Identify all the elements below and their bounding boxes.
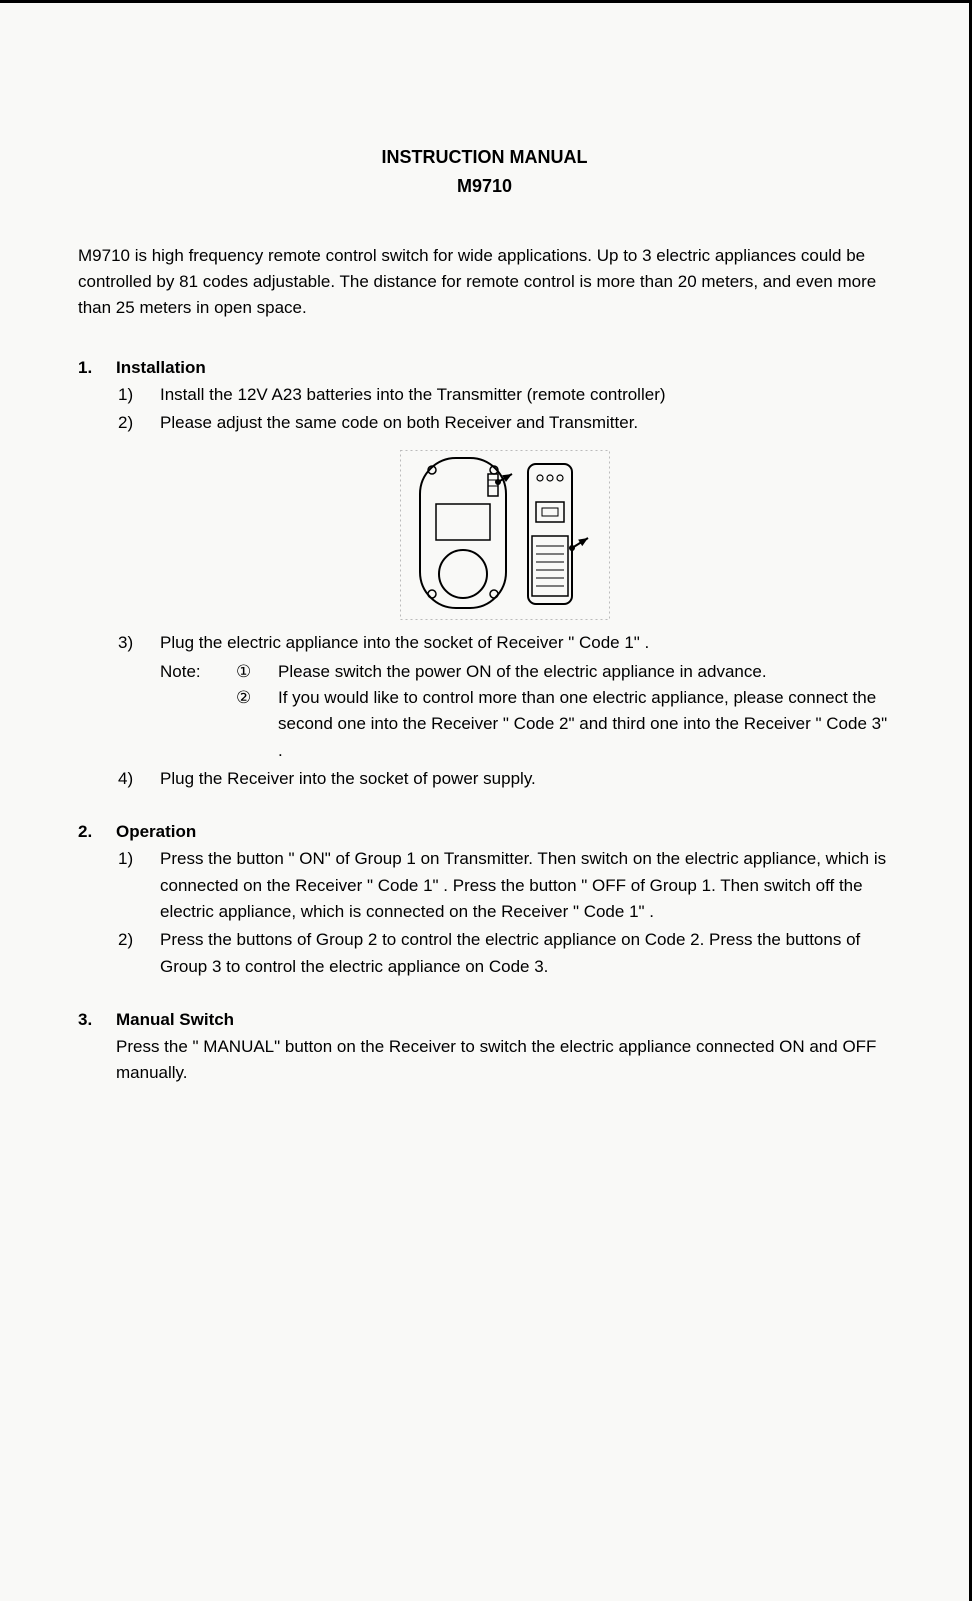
section-list: 1) Press the button " ON" of Group 1 on …: [78, 846, 891, 980]
note-mark-icon: ①: [236, 659, 258, 685]
section-manual-switch: 3. Manual Switch Press the " MANUAL" but…: [78, 1010, 891, 1087]
list-item: 3) Plug the electric appliance into the …: [118, 630, 891, 656]
section-title: Operation: [116, 822, 196, 842]
note-label: Note:: [160, 659, 216, 685]
section-title: Manual Switch: [116, 1010, 234, 1030]
section-heading: 3. Manual Switch: [78, 1010, 891, 1030]
section-heading: 1. Installation: [78, 358, 891, 378]
title-main: INSTRUCTION MANUAL: [78, 143, 891, 172]
diagram-container: [118, 450, 891, 620]
list-item: 2) Please adjust the same code on both R…: [118, 410, 891, 436]
section-number: 3.: [78, 1010, 96, 1030]
title-block: INSTRUCTION MANUAL M9710: [78, 143, 891, 201]
section-list: 1) Install the 12V A23 batteries into th…: [78, 382, 891, 793]
section-number: 2.: [78, 822, 96, 842]
section-installation: 1. Installation 1) Install the 12V A23 b…: [78, 358, 891, 793]
list-item: 4) Plug the Receiver into the socket of …: [118, 766, 891, 792]
list-text: Press the button " ON" of Group 1 on Tra…: [160, 846, 891, 925]
list-marker: 4): [118, 766, 140, 792]
list-marker: 1): [118, 846, 140, 925]
note-item: Note: ① Please switch the power ON of th…: [160, 659, 891, 685]
list-item: 1) Install the 12V A23 batteries into th…: [118, 382, 891, 408]
section-operation: 2. Operation 1) Press the button " ON" o…: [78, 822, 891, 980]
note-row: Note: ① Please switch the power ON of th…: [118, 659, 891, 764]
list-marker: 1): [118, 382, 140, 408]
note-label-empty: [160, 685, 216, 764]
list-text: Press the buttons of Group 2 to control …: [160, 927, 891, 980]
note-item: ② If you would like to control more than…: [160, 685, 891, 764]
list-text: Plug the Receiver into the socket of pow…: [160, 766, 891, 792]
list-marker-empty: [118, 659, 140, 764]
list-marker: 2): [118, 927, 140, 980]
section-number: 1.: [78, 358, 96, 378]
list-item: 1) Press the button " ON" of Group 1 on …: [118, 846, 891, 925]
list-item: 2) Press the buttons of Group 2 to contr…: [118, 927, 891, 980]
list-marker: 2): [118, 410, 140, 436]
note-block: Note: ① Please switch the power ON of th…: [160, 659, 891, 764]
list-marker: 3): [118, 630, 140, 656]
section-heading: 2. Operation: [78, 822, 891, 842]
note-text: Please switch the power ON of the electr…: [278, 659, 891, 685]
note-mark-icon: ②: [236, 685, 258, 764]
section-title: Installation: [116, 358, 206, 378]
list-text: Install the 12V A23 batteries into the T…: [160, 382, 891, 408]
list-text: Please adjust the same code on both Rece…: [160, 410, 891, 436]
document-page: INSTRUCTION MANUAL M9710 M9710 is high f…: [0, 0, 972, 1601]
section-body: Press the " MANUAL" button on the Receiv…: [78, 1034, 891, 1087]
device-diagram: [400, 450, 610, 620]
note-text: If you would like to control more than o…: [278, 685, 891, 764]
device-diagram-svg: [400, 450, 610, 620]
list-text: Plug the electric appliance into the soc…: [160, 630, 891, 656]
title-model: M9710: [78, 172, 891, 201]
intro-paragraph: M9710 is high frequency remote control s…: [78, 243, 891, 322]
